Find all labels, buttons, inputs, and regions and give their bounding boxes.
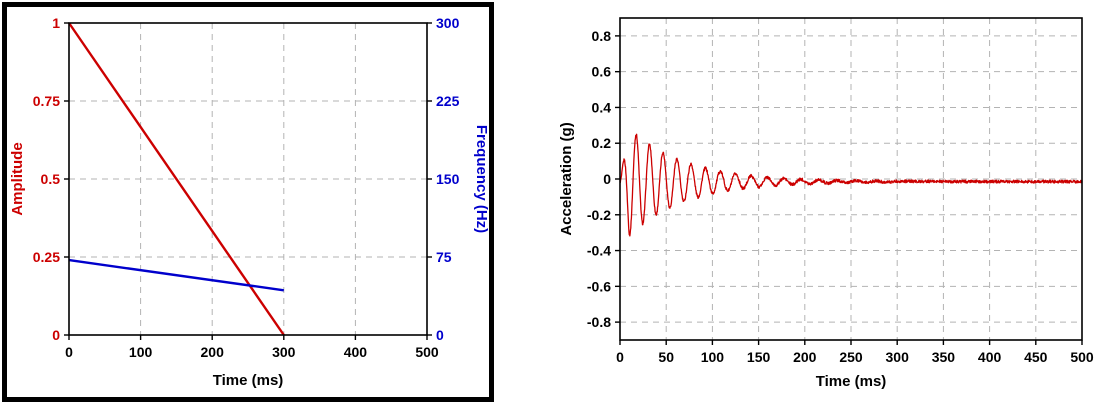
svg-text:Time (ms): Time (ms) [816,373,887,390]
svg-text:350: 350 [932,349,956,365]
svg-text:0: 0 [616,349,624,365]
svg-text:225: 225 [436,93,460,109]
svg-text:0: 0 [65,344,73,360]
svg-text:200: 200 [201,344,225,360]
acceleration-response-chart-canvas: 0 50 100 150 200 250 300 350 400 450 500 -0.8 -0.6 -0… [558,17,1094,390]
svg-text:1: 1 [52,15,60,31]
svg-text:300: 300 [436,15,460,31]
svg-text:400: 400 [344,344,368,360]
acceleration-response-chart: 0 50 100 150 200 250 300 350 400 450 500 -0.8 -0.6 -0… [556,6,1096,398]
svg-text:50: 50 [658,349,674,365]
svg-text:0.5: 0.5 [41,171,61,187]
svg-text:-0.8: -0.8 [587,314,611,330]
svg-text:150: 150 [747,349,771,365]
svg-text:-0.2: -0.2 [587,207,611,223]
svg-text:0: 0 [436,327,444,343]
svg-text:-0.4: -0.4 [587,243,611,259]
svg-text:100: 100 [701,349,725,365]
chirp-definition-chart: 0 100 200 300 400 500 0 0.25 0.5 0.75 1 0 75 150 225 30… [2,2,494,402]
svg-text:450: 450 [1024,349,1048,365]
svg-text:500: 500 [1070,349,1094,365]
svg-text:200: 200 [793,349,817,365]
svg-text:0.2: 0.2 [592,135,612,151]
svg-text:Time (ms): Time (ms) [213,372,284,389]
svg-text:0.8: 0.8 [592,28,612,44]
svg-text:150: 150 [436,171,460,187]
svg-text:Frequency (Hz): Frequency (Hz) [473,125,489,233]
svg-text:400: 400 [978,349,1002,365]
svg-text:300: 300 [272,344,296,360]
svg-text:Amplitude: Amplitude [9,142,26,215]
svg-text:100: 100 [129,344,153,360]
svg-text:0.4: 0.4 [592,99,612,115]
svg-text:Acceleration (g): Acceleration (g) [558,122,575,235]
svg-text:0.6: 0.6 [592,64,612,80]
chirp-definition-chart-canvas: 0 100 200 300 400 50000.250.50.75107515022530… [9,15,489,389]
svg-text:250: 250 [839,349,863,365]
svg-text:0: 0 [603,171,611,187]
svg-text:300: 300 [886,349,910,365]
svg-text:500: 500 [415,344,439,360]
svg-text:0.75: 0.75 [33,93,60,109]
svg-text:-0.6: -0.6 [587,278,611,294]
svg-text:0: 0 [52,327,60,343]
svg-text:0.25: 0.25 [33,249,60,265]
svg-text:75: 75 [436,249,452,265]
